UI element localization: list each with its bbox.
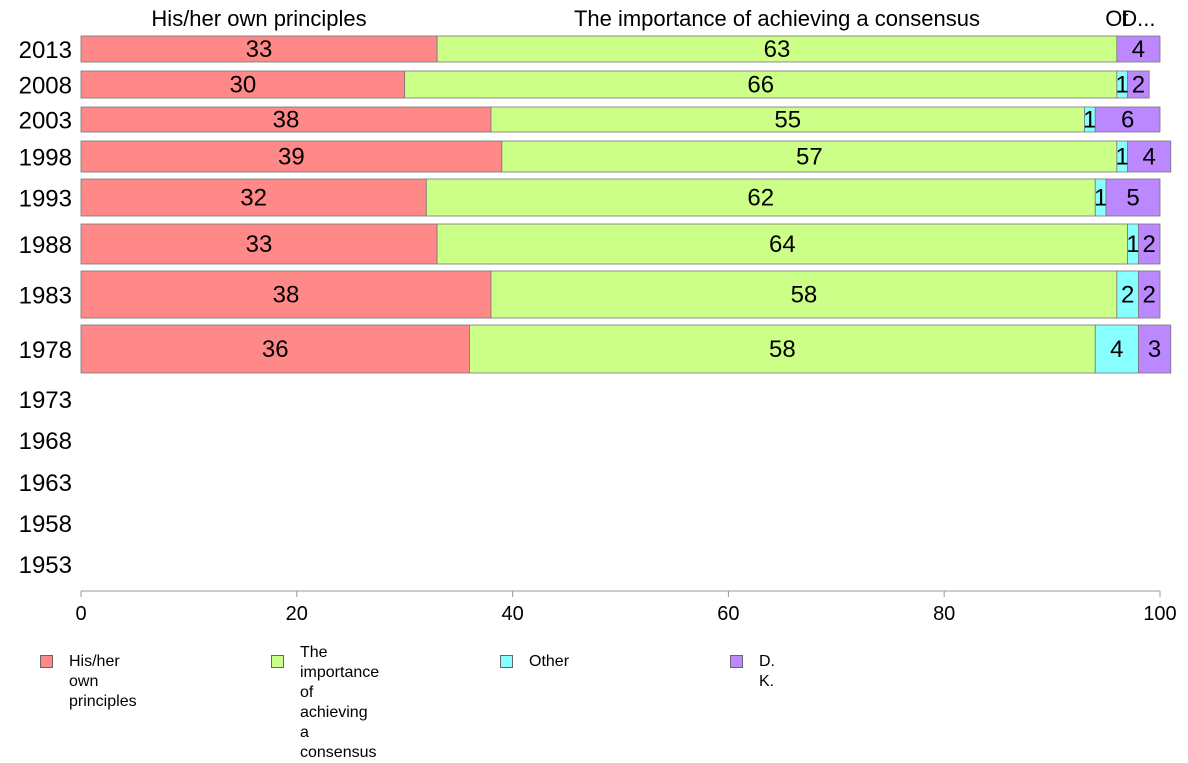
bar-label-1998-s2: 1 [1116, 144, 1129, 171]
bar-label-1998-s0: 39 [278, 144, 305, 171]
bar-label-1983-s2: 2 [1121, 282, 1134, 309]
legend-swatch-principles [40, 655, 53, 668]
x-tick-label-0: 0 [75, 603, 86, 625]
bar-label-2003-s0: 38 [273, 107, 300, 134]
year-label-1953: 1953 [19, 552, 72, 579]
legend-label-other: Other [529, 653, 570, 670]
bar-label-1978-s0: 36 [262, 336, 289, 363]
top-label-s0: His/her own principles [151, 6, 366, 31]
bar-1978-s2 [1094, 324, 1139, 374]
bar-label-1988-s3: 2 [1143, 231, 1156, 258]
bar-1993-s3 [1105, 178, 1161, 217]
bar-label-2008-s0: 30 [229, 72, 256, 99]
bar-1993-s1 [425, 178, 1096, 217]
bar-1983-s3 [1138, 270, 1161, 319]
bar-1978-s0 [80, 324, 470, 374]
bar-label-1998-s1: 57 [796, 144, 823, 171]
legend-swatch-other [500, 655, 513, 668]
bar-label-1978-s3: 3 [1148, 336, 1161, 363]
bar-label-1983-s3: 2 [1143, 282, 1156, 309]
bar-1988-s0 [80, 223, 438, 265]
bar-2008-s3 [1127, 70, 1150, 99]
year-label-1988: 1988 [19, 232, 72, 259]
bar-label-1988-s1: 64 [769, 231, 796, 258]
legend-label-dk: D. K. [759, 653, 775, 690]
bar-label-2003-s3: 6 [1121, 107, 1134, 134]
x-tick-label-20: 20 [286, 603, 308, 625]
x-tick-label-40: 40 [501, 603, 523, 625]
year-label-2013: 2013 [19, 37, 72, 64]
bar-2003-s0 [80, 106, 492, 133]
bar-2003-s1 [490, 106, 1085, 133]
bar-2013-s0 [80, 35, 438, 63]
bar-1988-s3 [1138, 223, 1161, 265]
bar-label-2003-s2: 1 [1083, 107, 1096, 134]
bar-label-1983-s0: 38 [273, 282, 300, 309]
bar-label-2013-s0: 33 [246, 36, 273, 63]
year-label-1993: 1993 [19, 186, 72, 213]
bar-1978-s1 [469, 324, 1096, 374]
x-tick-label-100: 100 [1143, 603, 1176, 625]
bar-label-1993-s3: 5 [1126, 185, 1139, 212]
year-label-1958: 1958 [19, 511, 72, 538]
bar-label-1993-s1: 62 [747, 185, 774, 212]
year-label-1998: 1998 [19, 145, 72, 172]
bar-2008-s1 [404, 70, 1118, 99]
bar-1998-s1 [501, 140, 1118, 173]
legend-swatch-consensus [271, 655, 284, 668]
year-label-1968: 1968 [19, 428, 72, 455]
bar-1988-s1 [436, 223, 1129, 265]
legend-swatch-dk [730, 655, 743, 668]
bar-label-1998-s3: 4 [1143, 144, 1156, 171]
bar-1998-s3 [1127, 140, 1172, 173]
bar-1998-s0 [80, 140, 503, 173]
bar-label-2008-s3: 2 [1132, 72, 1145, 99]
x-tick-label-60: 60 [717, 603, 739, 625]
top-label-s1: The importance of achieving a consensus [574, 6, 980, 31]
bar-1978-s3 [1138, 324, 1172, 374]
year-label-2003: 2003 [19, 108, 72, 135]
bar-label-2008-s1: 66 [747, 72, 774, 99]
bar-label-2003-s1: 55 [774, 107, 801, 134]
top-label-s3: D... [1121, 6, 1155, 31]
stacked-bar-chart: 2013200820031998199319881983197819731968… [19, 6, 1177, 625]
bar-label-1988-s2: 1 [1126, 231, 1139, 258]
bar-label-2013-s1: 63 [764, 36, 791, 63]
bar-2013-s1 [436, 35, 1118, 63]
bar-1983-s1 [490, 270, 1118, 319]
year-label-1983: 1983 [19, 283, 72, 310]
bar-label-1993-s0: 32 [240, 185, 267, 212]
bar-1993-s0 [80, 178, 427, 217]
top-label-s2: Ot [1105, 6, 1128, 31]
bar-label-1978-s1: 58 [769, 336, 796, 363]
bar-2008-s0 [80, 70, 406, 99]
bar-2013-s3 [1116, 35, 1161, 63]
bar-label-2013-s3: 4 [1132, 36, 1145, 63]
bar-2003-s3 [1094, 106, 1161, 133]
year-label-1978: 1978 [19, 337, 72, 364]
bar-label-1978-s2: 4 [1110, 336, 1123, 363]
x-tick-label-80: 80 [933, 603, 955, 625]
year-label-2008: 2008 [19, 73, 72, 100]
bar-label-1983-s1: 58 [791, 282, 818, 309]
legend: His/her own principles The importance of… [40, 643, 1140, 761]
bar-label-2008-s2: 1 [1116, 72, 1129, 99]
year-label-1963: 1963 [19, 470, 72, 497]
year-label-1973: 1973 [19, 387, 72, 414]
legend-label-consensus: The importance of achieving a consensus [300, 644, 380, 761]
bar-label-1993-s2: 1 [1094, 185, 1107, 212]
bar-label-1988-s0: 33 [246, 231, 273, 258]
bar-1983-s0 [80, 270, 492, 319]
legend-label-principles: His/her own principles [69, 653, 137, 710]
